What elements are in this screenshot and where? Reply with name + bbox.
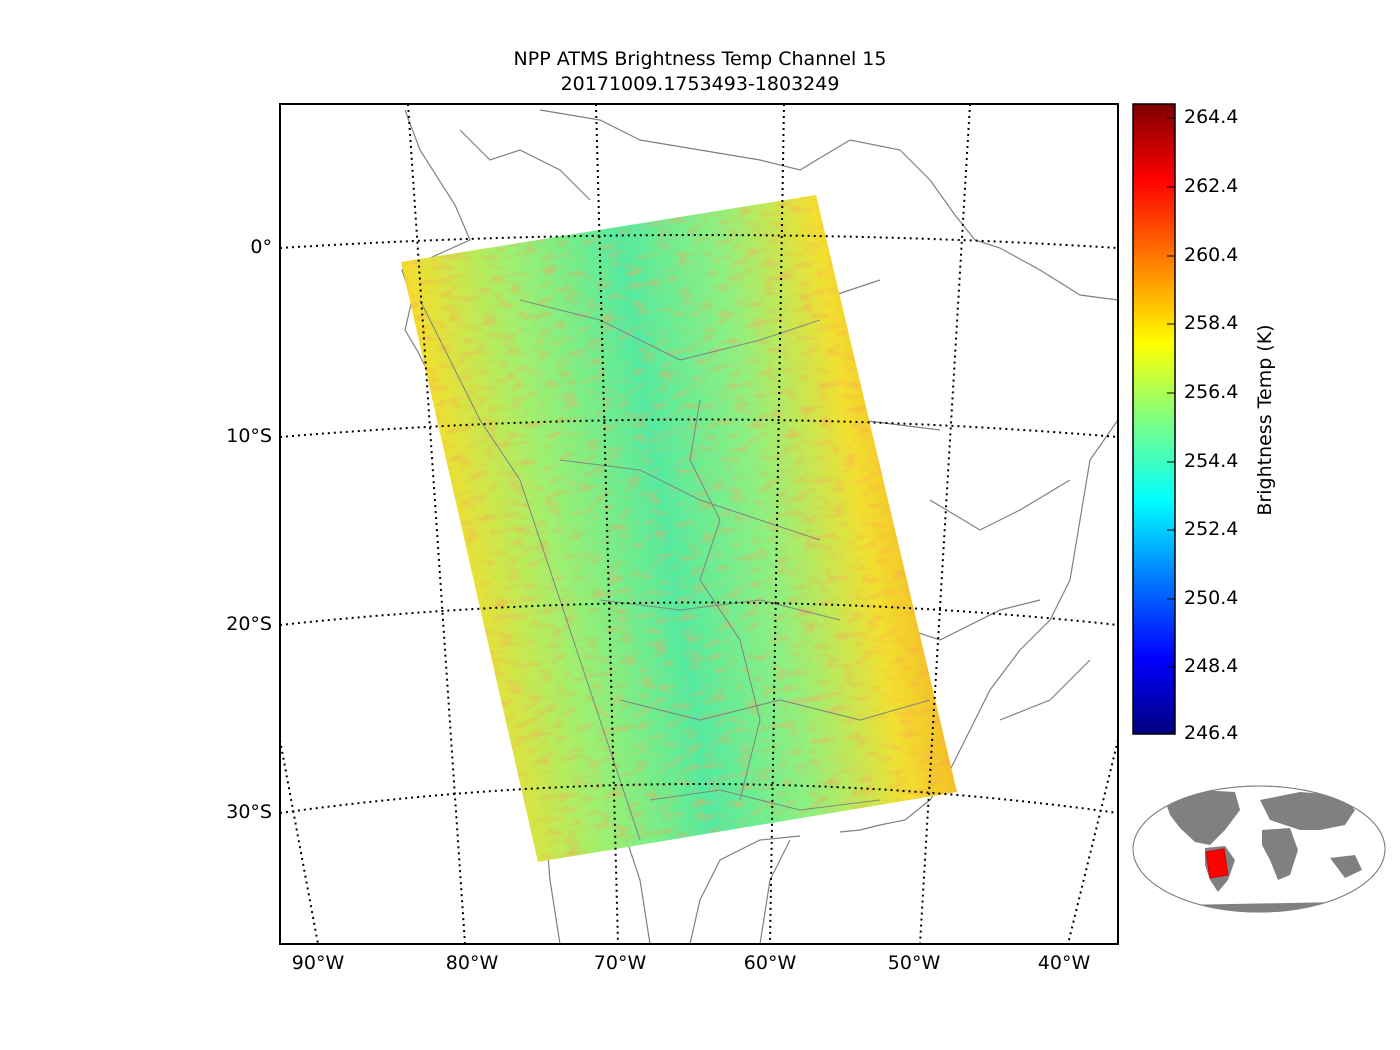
lon-label-60w: 60°W (743, 952, 797, 974)
lat-label-20s: 20°S (226, 613, 272, 635)
lon-label-70w: 70°W (593, 952, 647, 974)
lon-label-40w: 40°W (1037, 952, 1091, 974)
colorbar-tick-label: 254.4 (1184, 450, 1239, 472)
colorbar (1132, 103, 1176, 735)
colorbar-tick-label: 250.4 (1184, 587, 1239, 609)
map-frame (279, 103, 1119, 945)
graticule (280, 104, 1118, 944)
lon-label-90w: 90°W (291, 952, 345, 974)
plot-subtitle: 20171009.1753493-1803249 (560, 73, 840, 95)
inset-locator-map (1132, 785, 1386, 913)
colorbar-tick-label: 258.4 (1184, 312, 1239, 334)
plot-title: NPP ATMS Brightness Temp Channel 15 (513, 48, 887, 70)
colorbar-ticks (1167, 117, 1175, 735)
lon-label-80w: 80°W (445, 952, 499, 974)
lat-label-0: 0° (250, 236, 272, 258)
lat-label-30s: 30°S (226, 801, 272, 823)
map-area (280, 104, 1118, 944)
colorbar-tick-label: 260.4 (1184, 244, 1239, 266)
colorbar-tick-label: 252.4 (1184, 518, 1239, 540)
colorbar-tick-label: 264.4 (1184, 106, 1239, 128)
colorbar-tick-label: 256.4 (1184, 381, 1239, 403)
lat-label-10s: 10°S (226, 425, 272, 447)
colorbar-tick-label: 246.4 (1184, 722, 1239, 744)
swath-highlight (1205, 848, 1229, 879)
colorbar-tick-label: 248.4 (1184, 655, 1239, 677)
colorbar-tick-label: 262.4 (1184, 175, 1239, 197)
colorbar-label: Brightness Temp (K) (1254, 324, 1276, 516)
lon-label-50w: 50°W (887, 952, 941, 974)
